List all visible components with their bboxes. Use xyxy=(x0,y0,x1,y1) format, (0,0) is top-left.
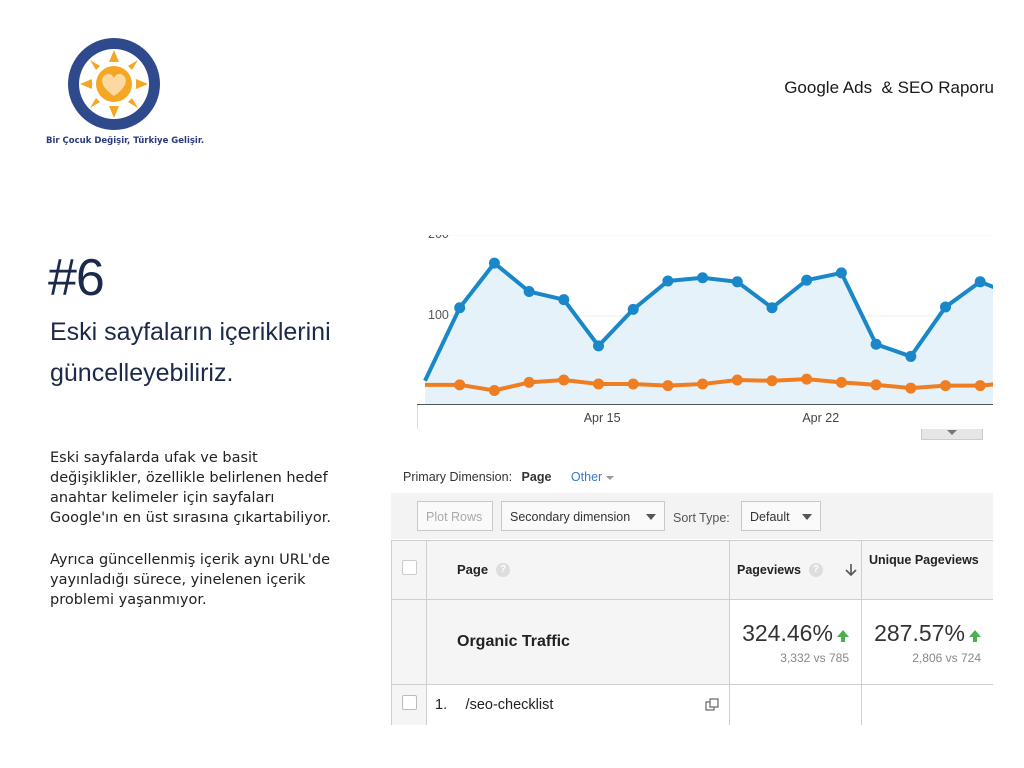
row-pageviews-cell xyxy=(730,685,862,726)
unique-pageviews-column-header[interactable]: Unique Pageviews xyxy=(862,541,994,600)
summary-row: Organic Traffic 324.46% 3,332 vs 785 287… xyxy=(392,600,994,685)
other-label: Other xyxy=(571,470,602,484)
arrow-up-icon xyxy=(837,630,849,637)
sort-descending-icon[interactable] xyxy=(845,563,857,577)
sort-type-label: Sort Type: xyxy=(673,511,730,525)
data-point[interactable] xyxy=(454,302,465,313)
row-checkbox-cell xyxy=(392,685,427,726)
pages-table: Page? Pageviews? Unique Pageviews Organi… xyxy=(391,540,993,725)
paragraph-1: Eski sayfalarda ufak ve basit değişiklik… xyxy=(50,448,340,528)
sun-heart-logo-icon xyxy=(66,36,162,132)
slide-subtitle: Eski sayfaların içeriklerini güncelleyeb… xyxy=(50,312,370,394)
data-point[interactable] xyxy=(905,351,916,362)
arrow-up-icon xyxy=(969,630,981,637)
data-point[interactable] xyxy=(628,379,639,390)
data-point[interactable] xyxy=(732,276,743,287)
data-point[interactable] xyxy=(975,380,986,391)
data-point[interactable] xyxy=(871,339,882,350)
data-point[interactable] xyxy=(628,304,639,315)
chart-x-axis-area xyxy=(417,405,993,429)
row-unique-pageviews-cell xyxy=(862,685,994,726)
data-point[interactable] xyxy=(836,267,847,278)
paragraph-2: Ayrıca güncellenmiş içerik aynı URL'de y… xyxy=(50,550,340,610)
pageviews-change-value: 324.46% xyxy=(742,620,833,646)
data-point[interactable] xyxy=(697,379,708,390)
row-page-cell: 1. /seo-checklist xyxy=(427,685,730,726)
data-point[interactable] xyxy=(975,276,986,287)
data-point[interactable] xyxy=(940,380,951,391)
data-point[interactable] xyxy=(801,374,812,385)
row-page-link[interactable]: /seo-checklist xyxy=(466,697,554,713)
data-point[interactable] xyxy=(940,301,951,312)
slide-number: #6 xyxy=(48,248,104,308)
summary-blank-cell xyxy=(392,600,427,685)
data-point[interactable] xyxy=(836,377,847,388)
data-point[interactable] xyxy=(558,294,569,305)
data-point[interactable] xyxy=(593,379,604,390)
secondary-dimension-label: Secondary dimension xyxy=(510,510,630,524)
pageviews-column-header[interactable]: Pageviews? xyxy=(730,541,862,600)
primary-dimension-page[interactable]: Page xyxy=(522,470,552,484)
caret-down-icon xyxy=(606,476,614,480)
logo: Bir Çocuk Değişir, Türkiye Gelişir. xyxy=(46,36,186,154)
table-row[interactable]: 1. /seo-checklist xyxy=(392,685,994,726)
secondary-dimension-select[interactable]: Secondary dimension xyxy=(501,501,665,531)
data-point[interactable] xyxy=(801,275,812,286)
select-all-checkbox[interactable] xyxy=(402,560,417,575)
pageviews-comparison: 3,332 vs 785 xyxy=(730,651,861,665)
data-point[interactable] xyxy=(593,340,604,351)
primary-dimension-label: Primary Dimension: xyxy=(403,470,512,484)
data-point[interactable] xyxy=(454,379,465,390)
page-column-header[interactable]: Page? xyxy=(427,541,730,600)
page-column-label: Page xyxy=(457,562,488,577)
unique-pageviews-comparison: 2,806 vs 724 xyxy=(862,651,993,665)
row-index: 1. xyxy=(435,697,447,713)
data-point[interactable] xyxy=(558,374,569,385)
sort-type-value: Default xyxy=(750,510,790,524)
row-checkbox[interactable] xyxy=(402,695,417,710)
summary-label-cell: Organic Traffic xyxy=(427,600,730,685)
open-in-new-window-icon[interactable] xyxy=(705,698,719,712)
data-point[interactable] xyxy=(489,385,500,396)
help-icon[interactable]: ? xyxy=(496,563,510,577)
primary-dimension-other[interactable]: Other xyxy=(571,470,614,484)
plot-rows-button[interactable]: Plot Rows xyxy=(417,501,493,531)
y-tick-label: 200 xyxy=(428,235,449,241)
y-tick-label: 100 xyxy=(428,308,449,322)
x-tick-label: Apr 15 xyxy=(584,411,621,425)
select-all-cell xyxy=(392,541,427,600)
x-tick-label: Apr 22 xyxy=(802,411,839,425)
summary-label: Organic Traffic xyxy=(457,633,570,650)
data-point[interactable] xyxy=(905,383,916,394)
header-title: Google Ads & SEO Raporu xyxy=(784,78,994,98)
data-point[interactable] xyxy=(732,374,743,385)
primary-dimension-row: Primary Dimension: Page Other xyxy=(403,470,614,484)
table-toolbar: Plot Rows Secondary dimension Sort Type:… xyxy=(391,493,993,539)
data-point[interactable] xyxy=(767,302,778,313)
help-icon[interactable]: ? xyxy=(809,563,823,577)
logo-tagline: Bir Çocuk Değişir, Türkiye Gelişir. xyxy=(46,136,204,146)
summary-unique-pageviews-cell: 287.57% 2,806 vs 724 xyxy=(862,600,994,685)
traffic-line-chart xyxy=(391,235,993,405)
pageviews-column-label: Pageviews xyxy=(737,563,801,577)
data-point[interactable] xyxy=(697,272,708,283)
data-point[interactable] xyxy=(489,258,500,269)
analytics-panel: 200 100 Apr 15 Apr 22 Primary Dimension:… xyxy=(391,235,993,725)
chart-toggle-tab[interactable] xyxy=(921,429,983,440)
unique-pageviews-column-label: Unique Pageviews xyxy=(869,553,993,567)
caret-down-icon xyxy=(646,514,656,520)
table-header-row: Page? Pageviews? Unique Pageviews xyxy=(392,541,994,600)
data-point[interactable] xyxy=(767,375,778,386)
unique-pageviews-change-value: 287.57% xyxy=(874,620,965,646)
data-point[interactable] xyxy=(662,275,673,286)
sort-type-select[interactable]: Default xyxy=(741,501,821,531)
data-point[interactable] xyxy=(662,380,673,391)
caret-down-icon xyxy=(802,514,812,520)
data-point[interactable] xyxy=(524,286,535,297)
data-point[interactable] xyxy=(871,379,882,390)
data-point[interactable] xyxy=(524,377,535,388)
summary-pageviews-cell: 324.46% 3,332 vs 785 xyxy=(730,600,862,685)
